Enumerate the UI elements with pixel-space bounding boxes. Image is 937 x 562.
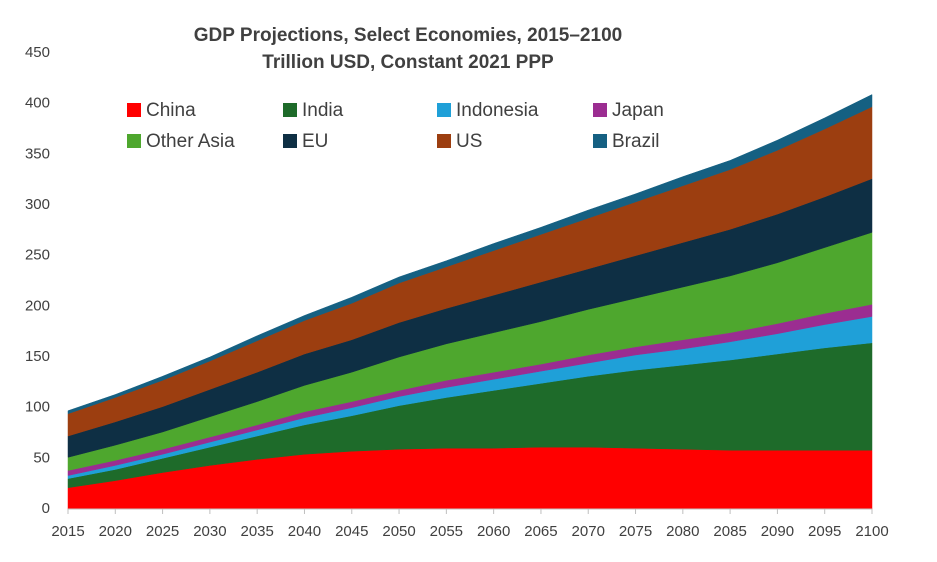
x-tick-label: 2065 [524, 523, 557, 540]
legend-label: China [146, 100, 196, 121]
areas [67, 94, 873, 510]
legend-label: India [302, 100, 344, 121]
x-tick-label: 2030 [193, 523, 226, 540]
y-tick-label: 100 [25, 399, 50, 416]
legend-label: US [456, 131, 482, 152]
x-tick-label: 2050 [382, 523, 415, 540]
y-tick-label: 250 [25, 247, 50, 264]
y-tick-label: 200 [25, 297, 50, 314]
legend-swatch [283, 134, 297, 148]
area [67, 94, 873, 415]
legend-swatch [127, 134, 141, 148]
x-tick-label: 2035 [240, 523, 273, 540]
legend-label: Indonesia [456, 100, 539, 121]
x-tick-label: 2060 [477, 523, 510, 540]
chart-title: GDP Projections, Select Economies, 2015–… [194, 25, 622, 46]
x-tick-label: 2025 [146, 523, 179, 540]
x-tick-label: 2085 [713, 523, 746, 540]
legend-label: Other Asia [146, 131, 235, 152]
x-tick-label: 2080 [666, 523, 699, 540]
y-tick-label: 450 [25, 44, 50, 61]
legend-swatch [437, 103, 451, 117]
y-tick-label: 400 [25, 95, 50, 112]
x-tick-label: 2070 [572, 523, 605, 540]
y-tick-label: 0 [42, 500, 50, 517]
x-tick-label: 2015 [51, 523, 84, 540]
y-tick-label: 300 [25, 196, 50, 213]
y-tick-label: 350 [25, 145, 50, 162]
legend-swatch [283, 103, 297, 117]
x-tick-label: 2020 [99, 523, 132, 540]
x-tick-label: 2040 [288, 523, 321, 540]
legend-label: Japan [612, 100, 664, 121]
y-tick-label: 50 [33, 449, 50, 466]
y-tick-label: 150 [25, 348, 50, 365]
legend-label: EU [302, 131, 328, 152]
x-tick-label: 2100 [855, 523, 888, 540]
x-tick-label: 2095 [808, 523, 841, 540]
x-tick-label: 2045 [335, 523, 368, 540]
x-tick-label: 2055 [430, 523, 463, 540]
chart-subtitle: Trillion USD, Constant 2021 PPP [262, 52, 554, 73]
legend-swatch [437, 134, 451, 148]
legend-swatch [593, 134, 607, 148]
x-tick-label: 2090 [761, 523, 794, 540]
legend-swatch [593, 103, 607, 117]
x-tick-label: 2075 [619, 523, 652, 540]
legend-swatch [127, 103, 141, 117]
legend-label: Brazil [612, 131, 660, 152]
